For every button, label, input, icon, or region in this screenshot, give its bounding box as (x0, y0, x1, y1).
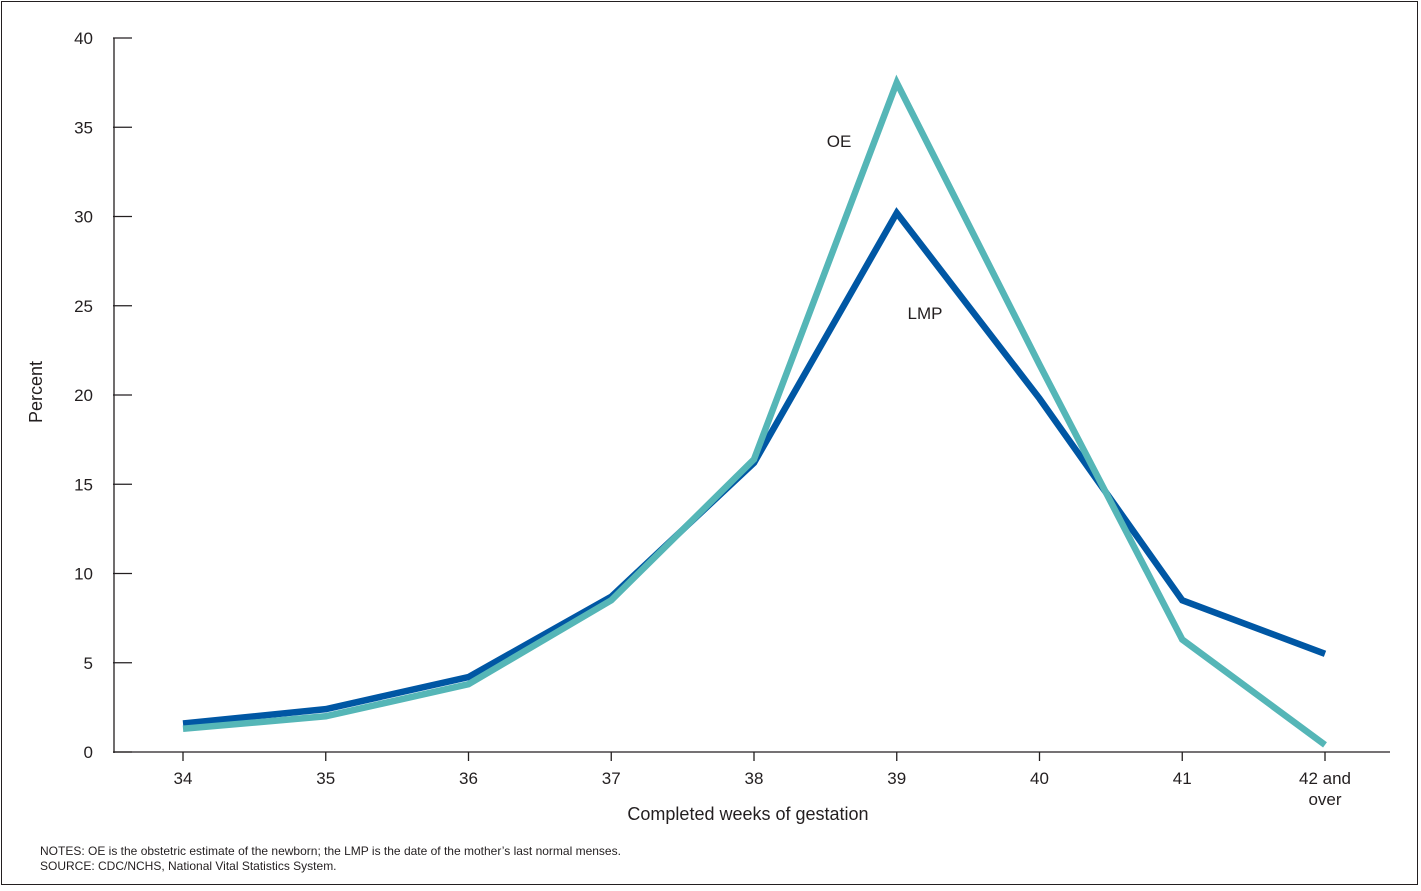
x-tick-label: 36 (459, 769, 478, 788)
x-tick-label: 41 (1173, 769, 1192, 788)
x-tick-label: 37 (602, 769, 621, 788)
x-axis-title: Completed weeks of gestation (627, 804, 868, 824)
notes-text: NOTES: OE is the obstetric estimate of t… (40, 844, 621, 859)
y-tick-label: 25 (74, 297, 93, 316)
source-text: SOURCE: CDC/NCHS, National Vital Statist… (40, 859, 621, 874)
series-label-oe: OE (827, 132, 852, 151)
x-tick-label: 35 (316, 769, 335, 788)
chart-notes: NOTES: OE is the obstetric estimate of t… (40, 844, 621, 874)
y-tick-label: 5 (84, 654, 93, 673)
y-tick-label: 15 (74, 475, 93, 494)
series-line-lmp (183, 213, 1325, 724)
x-tick-label: 40 (1030, 769, 1049, 788)
series-label-lmp: LMP (908, 304, 943, 323)
x-tick-label: 34 (174, 769, 193, 788)
y-axis-title: Percent (26, 361, 46, 423)
y-tick-label: 0 (84, 743, 93, 762)
y-tick-label: 35 (74, 118, 93, 137)
series-line-oe (183, 83, 1325, 745)
x-tick-label: 39 (887, 769, 906, 788)
y-tick-label: 30 (74, 208, 93, 227)
y-tick-label: 40 (74, 29, 93, 48)
y-tick-label: 10 (74, 565, 93, 584)
y-tick-label: 20 (74, 386, 93, 405)
series-layer (183, 83, 1325, 745)
x-tick-label: 38 (745, 769, 764, 788)
